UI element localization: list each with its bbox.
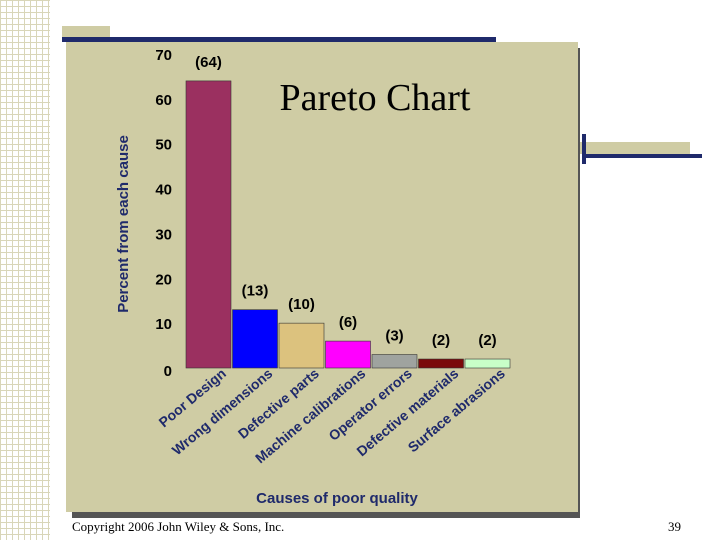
blue-vertical-rule-decoration [582, 134, 586, 164]
data-label: (64) [195, 54, 222, 71]
y-tick-label: 20 [155, 271, 172, 288]
chart-panel [66, 42, 578, 512]
data-label: (6) [339, 314, 357, 331]
bar [325, 340, 371, 369]
data-labels: (64) (13) (10) (6) (3) (2) (2) [195, 54, 497, 349]
blue-rule-right-decoration [582, 154, 702, 158]
y-tick-labels: 0 10 20 30 40 50 60 70 [155, 47, 172, 380]
bar [464, 358, 511, 369]
bar [278, 322, 325, 369]
bars [185, 80, 511, 369]
x-axis-label: Causes of poor quality [256, 490, 418, 507]
bar [418, 358, 464, 369]
y-tick-label: 70 [155, 47, 172, 64]
y-tick-label: 0 [164, 363, 172, 380]
y-tick-label: 40 [155, 182, 172, 199]
data-label: (13) [242, 283, 269, 300]
tan-accent-decoration [62, 26, 110, 38]
copyright-text: Copyright 2006 John Wiley & Sons, Inc. [72, 519, 285, 534]
bar [371, 354, 418, 369]
blue-rule-decoration [62, 37, 496, 42]
y-tick-label: 30 [155, 226, 172, 243]
y-tick-label: 10 [155, 316, 172, 333]
y-tick-label: 50 [155, 137, 172, 154]
bar [232, 309, 278, 369]
data-label: (2) [432, 332, 450, 349]
data-label: (3) [385, 328, 403, 345]
page-number: 39 [668, 519, 681, 534]
grid-pattern-decoration [0, 0, 50, 540]
bar [185, 80, 232, 369]
y-axis-label: Percent from each cause [115, 135, 132, 313]
chart-title: Pareto Chart [279, 77, 470, 119]
x-tick-label: Defective parts [235, 365, 322, 442]
tan-accent-right-decoration [580, 142, 690, 154]
data-label: (2) [478, 332, 496, 349]
y-tick-label: 60 [155, 92, 172, 109]
data-label: (10) [288, 296, 315, 313]
